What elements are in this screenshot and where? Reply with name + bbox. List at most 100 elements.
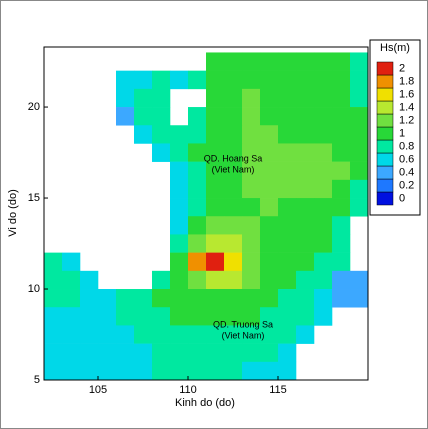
cell [224,198,243,217]
cell [152,70,171,90]
cell [350,107,369,126]
cell [332,107,351,126]
cell [170,234,189,253]
cell [260,343,279,363]
cell [134,325,153,344]
cell [206,143,225,162]
cell [242,307,261,326]
cell [242,270,261,290]
cell [278,325,297,344]
cell [62,325,81,344]
cell [296,325,315,344]
cell [260,52,279,71]
cell [314,289,333,308]
cell [206,161,225,181]
cell [278,252,297,272]
annotation: QD. Hoang Sa [204,153,263,163]
y-tick-label: 5 [34,374,40,386]
colorbar-tick-label: 0.8 [399,140,414,152]
cell [188,234,207,253]
cell [278,107,297,126]
cell [260,179,279,199]
cell [242,234,261,253]
cell [332,270,351,290]
cell [278,270,297,290]
cell [188,361,207,381]
cell [134,289,153,308]
cell [332,143,351,162]
cell [188,343,207,363]
cell [206,325,225,344]
cell [350,52,369,71]
cell [242,289,261,308]
colorbar-swatch [376,178,394,193]
cell [224,307,243,326]
cell [332,216,351,235]
cell [116,107,135,126]
colorbar-tick-label: 0.6 [399,153,414,165]
colorbar-title: Hs(m) [380,42,410,54]
cell [80,325,99,344]
colorbar-swatch [376,113,394,128]
cell [332,289,351,308]
cell [206,270,225,290]
cell [134,307,153,326]
cell [278,234,297,253]
cell [62,289,81,308]
cell [134,88,153,108]
cell [350,125,369,144]
cell [224,179,243,199]
cell [98,325,117,344]
cell [350,179,369,199]
cell [188,325,207,344]
cell [224,88,243,108]
cell [152,88,171,108]
cell [260,289,279,308]
cell [278,289,297,308]
cell [152,361,171,381]
cell [314,234,333,253]
cell [350,143,369,162]
cell [170,307,189,326]
cell [242,88,261,108]
cell [314,70,333,90]
cell [278,361,297,381]
annotation: (Viet Nam) [212,164,255,174]
cell [224,143,243,162]
cell [170,252,189,272]
cell [242,361,261,381]
cell [116,361,135,381]
cell [260,361,279,381]
cell [242,216,261,235]
cell [260,216,279,235]
cell [314,107,333,126]
cell [224,107,243,126]
cell [260,107,279,126]
cell [278,143,297,162]
cell [296,88,315,108]
plot-frame [43,46,369,381]
colorbar-tick-label: 1.8 [399,75,414,87]
cell [206,70,225,90]
cell [260,70,279,90]
cell [224,270,243,290]
cell [206,234,225,253]
cell [242,125,261,144]
cell [80,289,99,308]
cell [98,361,117,381]
colorbar-swatch [376,100,394,115]
cell [206,361,225,381]
x-tick-label: 105 [89,384,107,396]
cell [80,270,99,290]
cell [296,270,315,290]
cell [296,70,315,90]
colorbar-swatch [376,165,394,180]
cell [278,161,297,181]
cell [62,343,81,363]
cell [134,125,153,144]
cell [350,70,369,90]
cell [224,161,243,181]
cell [170,216,189,235]
cell [206,252,225,272]
colorbar-tick-label: 1.4 [399,101,414,113]
